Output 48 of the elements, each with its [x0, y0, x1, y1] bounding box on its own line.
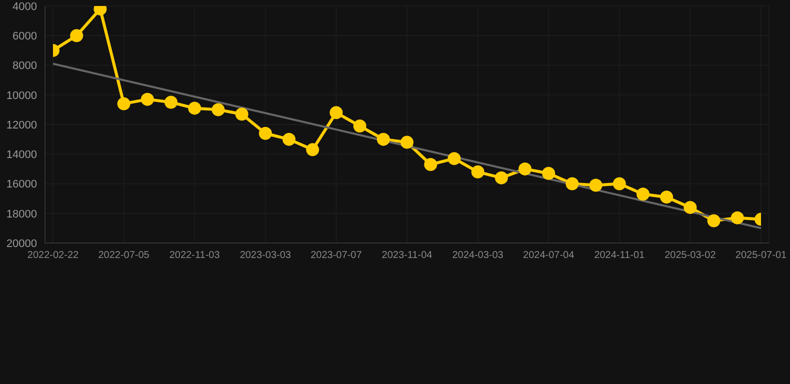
point	[400, 136, 414, 149]
x-tick-label: 2024-07-04	[523, 250, 575, 262]
point	[471, 165, 484, 178]
point	[330, 106, 343, 120]
point	[707, 214, 720, 228]
y-tick-label: 8000	[12, 60, 37, 72]
x-tick-label: 2024-03-03	[452, 250, 504, 262]
point	[258, 126, 272, 140]
point	[660, 190, 674, 204]
y-tick-label: 18000	[6, 208, 37, 220]
y-tick-label: 10000	[6, 90, 37, 102]
point	[188, 102, 202, 115]
y-tick-label: 4000	[12, 0, 37, 13]
point	[684, 200, 697, 214]
point	[70, 29, 84, 42]
point	[518, 162, 532, 176]
point	[589, 178, 602, 192]
y-tick-label: 6000	[12, 30, 37, 43]
x-tick-label: 2023-11-04	[382, 250, 433, 262]
point	[164, 96, 178, 109]
point	[636, 188, 650, 201]
point	[306, 143, 320, 156]
point	[212, 103, 225, 116]
point	[542, 166, 556, 180]
x-tick-label: 2023-03-03	[240, 250, 292, 262]
y-tick-label: 16000	[6, 178, 37, 191]
y-tick-label: 14000	[6, 149, 37, 162]
x-tick-label: 2025-03-02	[664, 250, 716, 262]
x-tick-label: 2022-11-03	[169, 250, 220, 262]
x-tick-label: 2025-07-01	[735, 250, 788, 262]
point	[376, 132, 390, 146]
x-tick-label: 2023-07-07	[310, 250, 362, 262]
point	[494, 171, 508, 184]
point	[730, 211, 744, 224]
point	[282, 132, 296, 146]
y-tick-label: 12000	[6, 119, 37, 132]
point	[448, 152, 461, 166]
x-tick-label: 2022-07-05	[98, 250, 150, 262]
point	[235, 108, 248, 121]
point	[566, 177, 579, 190]
x-tick-label: 2022-02-22	[27, 250, 80, 262]
y-tick-label: 20000	[6, 238, 37, 250]
point	[612, 177, 626, 190]
x-tick-label: 2024-11-01	[594, 250, 646, 262]
point	[140, 92, 154, 106]
point	[117, 97, 130, 110]
point	[424, 158, 438, 171]
point	[353, 119, 366, 132]
